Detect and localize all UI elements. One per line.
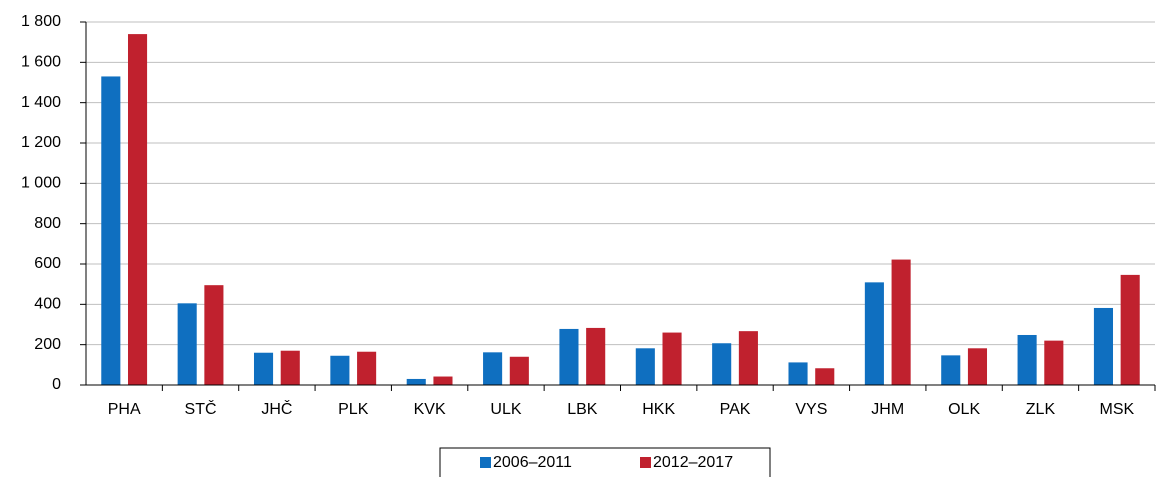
bar [864,282,884,385]
bar [406,378,426,385]
y-tick-label: 1 800 [21,13,61,30]
x-tick-label: STČ [185,399,217,418]
y-tick-label: 400 [34,296,61,313]
bar [280,350,300,385]
bar [586,327,606,385]
legend-swatch [640,457,651,468]
bar [177,303,197,385]
bar [738,331,758,385]
legend-label: 2012–2017 [653,454,733,471]
bar [815,368,835,385]
x-tick-label: OLK [948,401,980,418]
x-tick-label: LBK [567,401,598,418]
x-tick-label: PHA [108,401,141,418]
bar [559,328,579,385]
bar [712,343,732,385]
bar [330,355,350,385]
y-tick-label: 200 [34,336,61,353]
legend-box [439,447,771,477]
bar [433,376,453,385]
bar [127,34,148,385]
bar [1017,334,1037,385]
x-tick-label: PAK [720,401,751,418]
x-tick-label: PLK [338,401,369,418]
legend-swatch [480,457,491,468]
bar [967,348,988,385]
bar [101,76,121,385]
bar [1120,274,1140,385]
bar [788,362,808,385]
bar [483,352,503,385]
x-tick-label: ULK [490,401,521,418]
x-tick-label: VYS [795,401,827,418]
legend-label: 2006–2011 [493,454,572,471]
bar [253,352,274,385]
bar [204,285,224,385]
y-tick-label: 1 000 [21,175,61,192]
bar [357,351,377,385]
bar [941,355,961,385]
bar [662,332,682,385]
bar [891,259,911,385]
x-tick-label: KVK [414,401,446,418]
y-tick-label: 0 [52,376,61,393]
bar [509,356,529,385]
x-tick-label: ZLK [1026,401,1056,418]
bar [635,348,655,385]
y-tick-label: 1 200 [21,134,61,151]
x-tick-label: JHČ [261,399,292,418]
y-tick-label: 600 [34,255,61,272]
x-tick-label: JHM [871,401,904,418]
bar [1093,307,1114,385]
x-tick-label: MSK [1099,401,1134,418]
bar [1044,340,1064,385]
x-tick-label: HKK [642,401,675,418]
y-tick-label: 1 400 [21,94,61,111]
y-tick-label: 800 [34,215,61,232]
y-tick-label: 1 600 [21,54,61,71]
